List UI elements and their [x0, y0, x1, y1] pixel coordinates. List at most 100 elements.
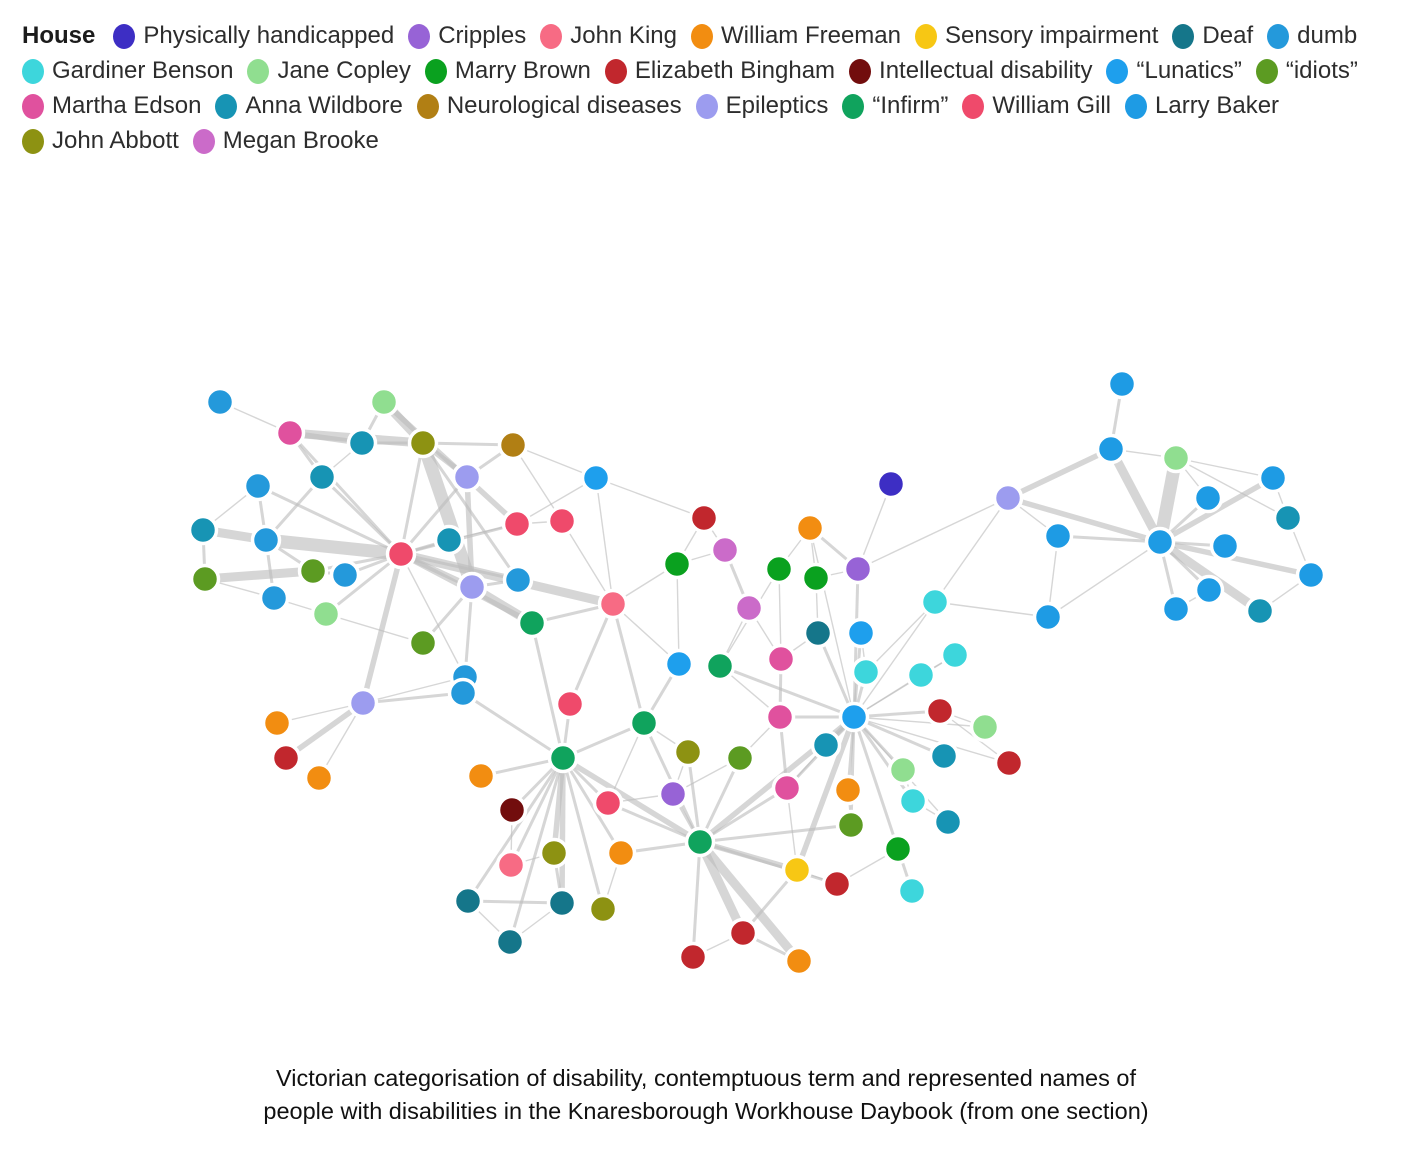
graph-node-lunatics-45[interactable]: [663, 648, 695, 680]
graph-node-elizabeth_bingham-75[interactable]: [677, 941, 709, 973]
graph-node-epileptics-8[interactable]: [451, 461, 483, 493]
graph-node-deaf-83[interactable]: [546, 887, 578, 919]
graph-node-gardiner_benson-47[interactable]: [850, 656, 882, 688]
graph-node-william_gill-61[interactable]: [592, 787, 624, 819]
graph-node-intellectual_disability-79[interactable]: [496, 794, 528, 826]
graph-node-idiots-15[interactable]: [297, 555, 329, 587]
graph-node-anna_wildbore-57[interactable]: [810, 729, 842, 761]
graph-node-lunatics-53[interactable]: [838, 701, 870, 733]
graph-node-william_freeman-63[interactable]: [832, 774, 864, 806]
graph-node-william_gill-13[interactable]: [501, 508, 533, 540]
graph-node-lunatics-43[interactable]: [845, 617, 877, 649]
graph-node-william_freeman-28[interactable]: [303, 762, 335, 794]
graph-node-martha_edson-44[interactable]: [765, 643, 797, 675]
graph-node-infirm-77[interactable]: [547, 742, 579, 774]
graph-node-larry_baker-95[interactable]: [1144, 526, 1176, 558]
graph-node-dumb-10[interactable]: [250, 524, 282, 556]
graph-node-larry_baker-92[interactable]: [1192, 482, 1224, 514]
graph-node-william_gill-50[interactable]: [554, 688, 586, 720]
graph-node-marry_brown-36[interactable]: [763, 553, 795, 585]
graph-node-larry_baker-99[interactable]: [1160, 593, 1192, 625]
graph-node-dumb-18[interactable]: [258, 582, 290, 614]
graph-node-larry_baker-94[interactable]: [1042, 520, 1074, 552]
graph-node-deaf-42[interactable]: [802, 617, 834, 649]
graph-node-jane_copley-85[interactable]: [969, 711, 1001, 743]
graph-node-larry_baker-90[interactable]: [1257, 462, 1289, 494]
graph-node-larry_baker-88[interactable]: [1095, 433, 1127, 465]
graph-node-william_freeman-33[interactable]: [794, 512, 826, 544]
graph-node-larry_baker-97[interactable]: [1295, 559, 1327, 591]
graph-node-deaf-82[interactable]: [452, 885, 484, 917]
graph-node-william_gill-11[interactable]: [385, 538, 417, 570]
graph-node-dumb-29[interactable]: [447, 677, 479, 709]
graph-node-william_freeman-69[interactable]: [605, 837, 637, 869]
graph-node-epileptics-91[interactable]: [992, 482, 1024, 514]
graph-node-anna_wildbore-12[interactable]: [433, 524, 465, 556]
graph-node-gardiner_benson-64[interactable]: [897, 785, 929, 817]
graph-node-dumb-0[interactable]: [204, 386, 236, 418]
graph-node-william_freeman-78[interactable]: [465, 760, 497, 792]
graph-node-anna_wildbore-2[interactable]: [346, 427, 378, 459]
graph-node-john_abbott-55[interactable]: [672, 736, 704, 768]
graph-node-dumb-7[interactable]: [242, 470, 274, 502]
graph-node-gardiner_benson-72[interactable]: [896, 875, 928, 907]
graph-node-elizabeth_bingham-74[interactable]: [727, 917, 759, 949]
graph-node-larry_baker-98[interactable]: [1193, 574, 1225, 606]
graph-node-gardiner_benson-41[interactable]: [919, 586, 951, 618]
graph-node-megan_brooke-34[interactable]: [709, 534, 741, 566]
graph-node-anna_wildbore-93[interactable]: [1272, 502, 1304, 534]
graph-node-elizabeth_bingham-27[interactable]: [270, 742, 302, 774]
graph-node-epileptics-19[interactable]: [456, 571, 488, 603]
graph-node-cripples-38[interactable]: [842, 553, 874, 585]
graph-node-cripples-60[interactable]: [657, 778, 689, 810]
graph-node-marry_brown-35[interactable]: [661, 548, 693, 580]
graph-node-jane_copley-89[interactable]: [1160, 442, 1192, 474]
graph-node-epileptics-25[interactable]: [347, 687, 379, 719]
graph-node-marry_brown-67[interactable]: [882, 833, 914, 865]
graph-node-sensory_impairment-70[interactable]: [781, 854, 813, 886]
graph-node-martha_edson-62[interactable]: [771, 772, 803, 804]
graph-node-megan_brooke-40[interactable]: [733, 592, 765, 624]
graph-node-larry_baker-87[interactable]: [1106, 368, 1138, 400]
graph-node-anna_wildbore-6[interactable]: [306, 461, 338, 493]
graph-node-martha_edson-1[interactable]: [274, 417, 306, 449]
graph-node-william_freeman-26[interactable]: [261, 707, 293, 739]
graph-node-william_freeman-76[interactable]: [783, 945, 815, 977]
graph-node-idiots-66[interactable]: [835, 809, 867, 841]
graph-node-gardiner_benson-48[interactable]: [939, 639, 971, 671]
graph-node-physically_handicapped-32[interactable]: [875, 468, 907, 500]
graph-node-anna_wildbore-100[interactable]: [1244, 595, 1276, 627]
graph-node-idiots-17[interactable]: [189, 563, 221, 595]
graph-node-dumb-16[interactable]: [329, 559, 361, 591]
graph-node-dumb-20[interactable]: [502, 564, 534, 596]
graph-node-william_gill-14[interactable]: [546, 505, 578, 537]
graph-node-elizabeth_bingham-54[interactable]: [924, 695, 956, 727]
graph-node-infirm-22[interactable]: [516, 607, 548, 639]
graph-node-elizabeth_bingham-31[interactable]: [688, 502, 720, 534]
graph-node-john_king-81[interactable]: [495, 849, 527, 881]
graph-node-lunatics-30[interactable]: [580, 462, 612, 494]
graph-node-larry_baker-101[interactable]: [1032, 601, 1064, 633]
graph-node-elizabeth_bingham-71[interactable]: [821, 868, 853, 900]
graph-node-martha_edson-52[interactable]: [764, 701, 796, 733]
graph-node-elizabeth_bingham-86[interactable]: [993, 747, 1025, 779]
graph-node-neurological_diseases-5[interactable]: [497, 429, 529, 461]
graph-node-john_king-39[interactable]: [597, 588, 629, 620]
graph-node-anna_wildbore-58[interactable]: [928, 740, 960, 772]
graph-node-john_abbott-80[interactable]: [538, 837, 570, 869]
graph-node-infirm-46[interactable]: [704, 650, 736, 682]
graph-node-idiots-56[interactable]: [724, 742, 756, 774]
graph-node-gardiner_benson-49[interactable]: [905, 659, 937, 691]
graph-node-idiots-23[interactable]: [407, 627, 439, 659]
graph-node-larry_baker-96[interactable]: [1209, 530, 1241, 562]
graph-node-jane_copley-3[interactable]: [368, 386, 400, 418]
graph-node-john_abbott-73[interactable]: [587, 893, 619, 925]
graph-node-anna_wildbore-65[interactable]: [932, 806, 964, 838]
graph-node-deaf-84[interactable]: [494, 926, 526, 958]
graph-node-john_abbott-4[interactable]: [407, 427, 439, 459]
graph-node-jane_copley-59[interactable]: [887, 754, 919, 786]
graph-node-infirm-51[interactable]: [628, 707, 660, 739]
graph-node-marry_brown-37[interactable]: [800, 562, 832, 594]
graph-node-anna_wildbore-9[interactable]: [187, 514, 219, 546]
graph-node-infirm-68[interactable]: [684, 826, 716, 858]
